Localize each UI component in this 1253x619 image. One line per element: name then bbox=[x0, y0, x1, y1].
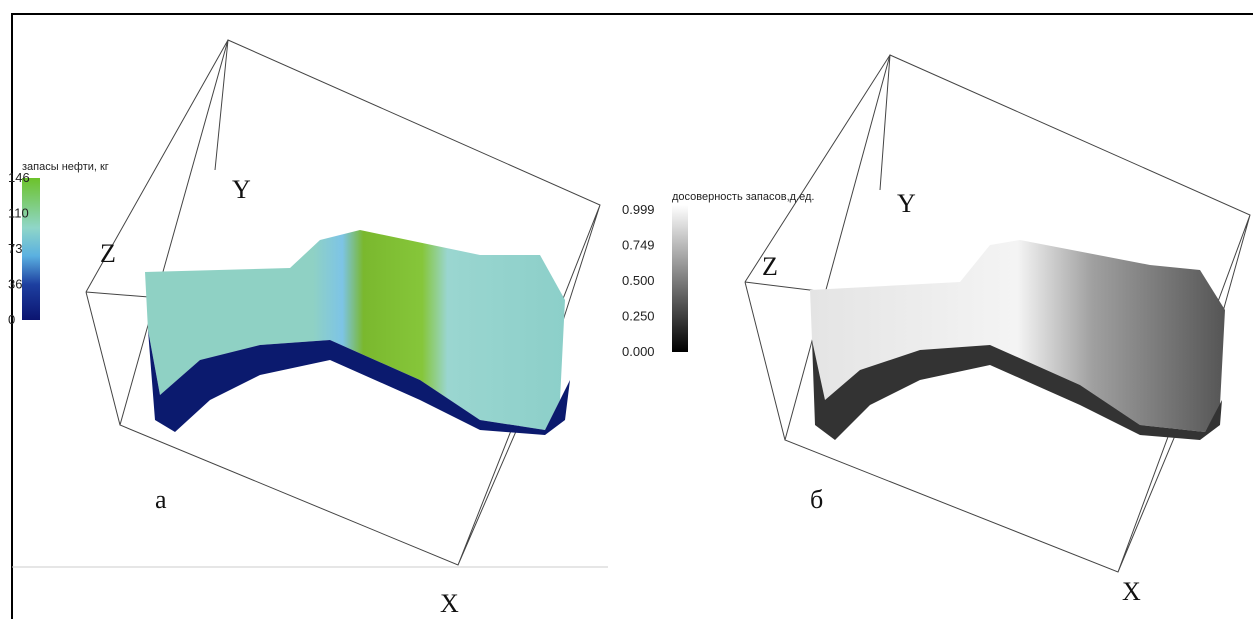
colorbar-tick-label: 36 bbox=[8, 277, 22, 292]
colorbar bbox=[672, 205, 688, 352]
colorbar-tick-label: 0.999 bbox=[622, 202, 655, 217]
panel-label: а bbox=[155, 485, 167, 514]
colorbar-tick-label: 0.749 bbox=[622, 238, 655, 253]
colorbar-title: запасы нефти, кг bbox=[22, 161, 109, 173]
colorbar bbox=[22, 178, 40, 320]
colorbar-tick-label: 73 bbox=[8, 241, 22, 256]
colorbar-tick-label: 0 bbox=[8, 312, 15, 327]
axis-label-z: Z bbox=[762, 252, 778, 281]
frame bbox=[11, 13, 1253, 619]
panel-b bbox=[672, 54, 1251, 573]
axis-label-y: Y bbox=[232, 175, 251, 204]
panel-a bbox=[22, 39, 601, 566]
panel-label: б bbox=[810, 485, 823, 514]
surface-base bbox=[812, 340, 1222, 440]
colorbar-tick-label: 0.500 bbox=[622, 273, 655, 288]
axis-label-z: Z bbox=[100, 239, 116, 268]
surface-base bbox=[148, 330, 570, 435]
colorbar-tick-label: 0.250 bbox=[622, 309, 655, 324]
surface-top bbox=[145, 230, 565, 430]
axis-label-y: Y bbox=[897, 189, 916, 218]
colorbar-tick-label: 146 bbox=[8, 170, 30, 185]
colorbar-title: досоверность запасов,д.ед. bbox=[672, 191, 814, 203]
axis-label-x: X bbox=[1122, 577, 1141, 606]
colorbar-tick-label: 110 bbox=[8, 206, 29, 221]
colorbar-tick-label: 0.000 bbox=[622, 344, 655, 359]
axis-label-x: X bbox=[440, 589, 459, 618]
surface-top bbox=[810, 240, 1225, 432]
